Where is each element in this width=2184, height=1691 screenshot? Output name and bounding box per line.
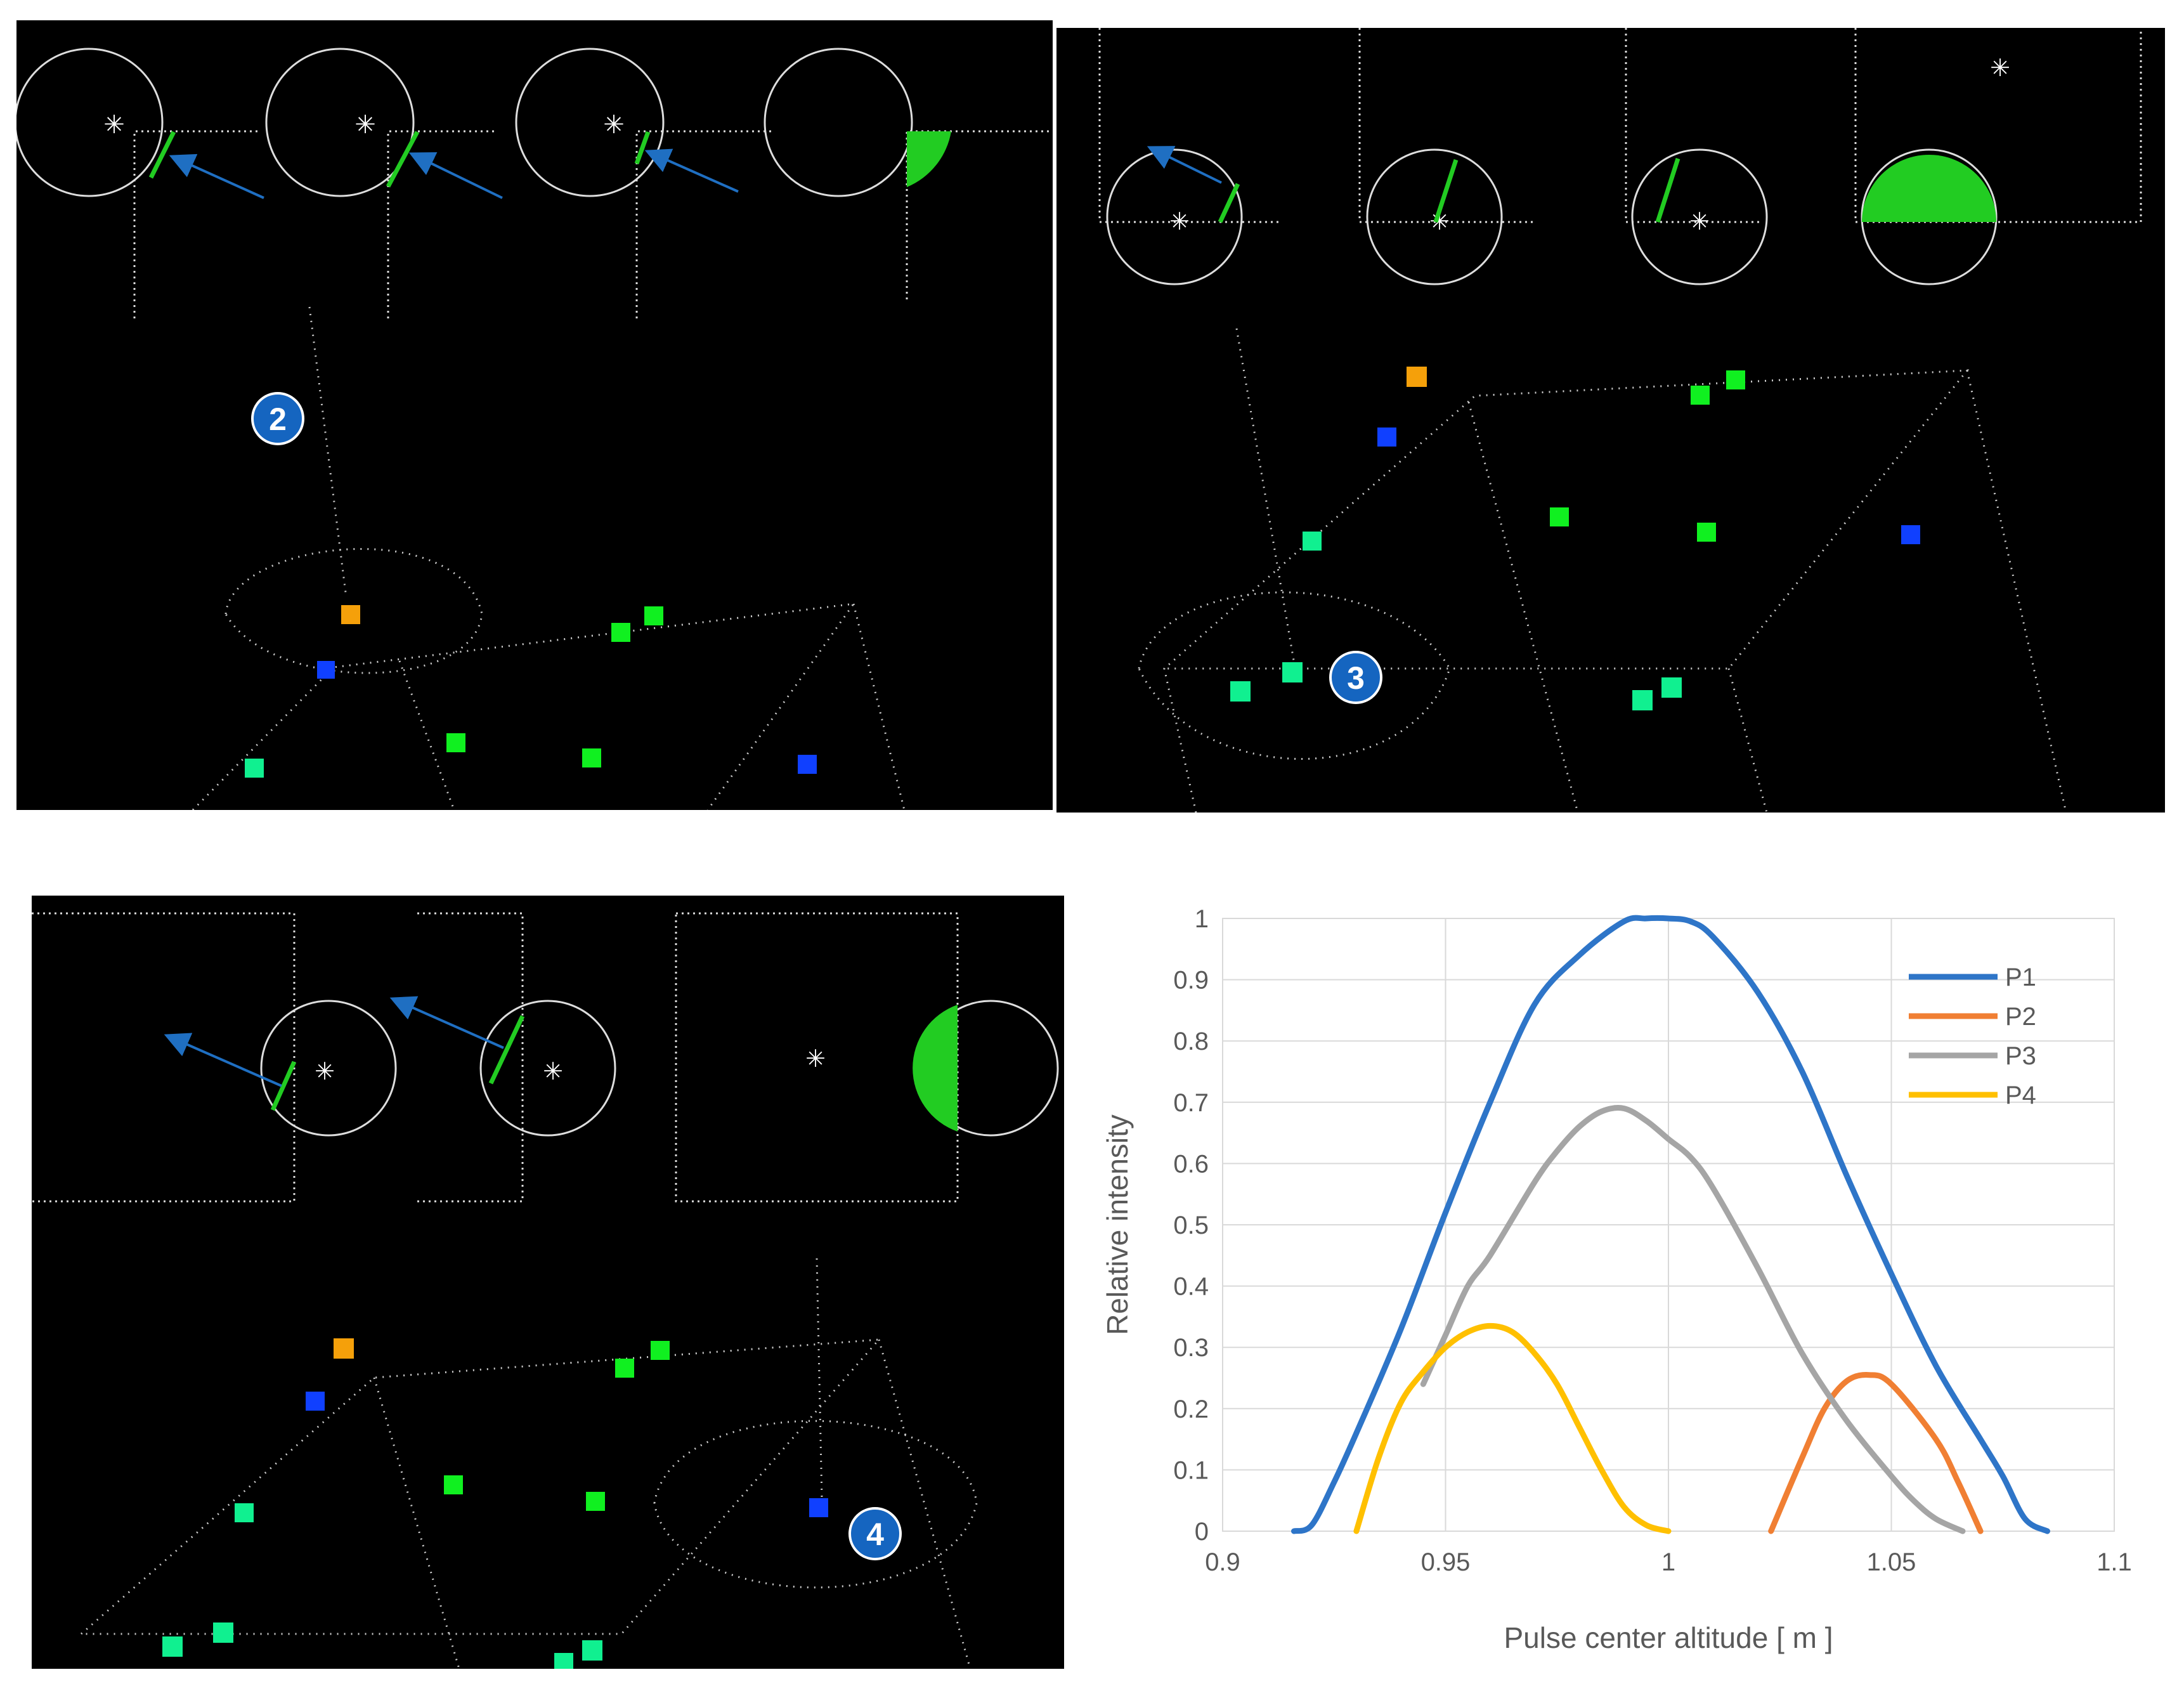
- y-tick-label: 0.7: [1173, 1089, 1209, 1117]
- simulation-panel-step3-drawing: ✳ ✳ ✳✳: [1098, 28, 2142, 813]
- step-badge-2: 2: [251, 392, 304, 445]
- beam-coverage-left-half: [913, 1005, 958, 1132]
- scene-wireframe-step4: [81, 1258, 978, 1669]
- step-badge-2-label: 2: [269, 402, 287, 437]
- step-badge-4: 4: [848, 1507, 902, 1560]
- series-line-p3: [1420, 1105, 1966, 1534]
- simulation-panel-step4: ✳ ✳ ✳: [32, 896, 1064, 1669]
- simulation-panel-step2: ✳ ✳ ✳: [16, 20, 1053, 810]
- star-markers: ✳ ✳ ✳: [103, 111, 625, 139]
- svg-text:✳: ✳: [1169, 209, 1190, 235]
- x-axis-title: Pulse center altitude [ m ]: [1504, 1621, 1833, 1654]
- step-badge-3: 3: [1329, 651, 1382, 704]
- legend-label-p3: P3: [2005, 1042, 2036, 1070]
- beam-coverage-half: [1862, 155, 1996, 222]
- scene-wireframe: [192, 306, 906, 810]
- y-tick-labels: 0 0.1 0.2 0.3 0.4 0.5 0.6 0.7 0.8 0.9 1: [1173, 905, 1209, 1546]
- legend-label-p1: P1: [2005, 963, 2036, 991]
- y-tick-label: 0: [1195, 1518, 1209, 1546]
- y-tick-label: 0.9: [1173, 967, 1209, 995]
- star-markers-step4: ✳ ✳ ✳: [315, 1046, 826, 1085]
- beam-footprints-step4: [270, 1015, 525, 1111]
- y-tick-label: 0.3: [1173, 1334, 1209, 1362]
- beam-footprints-step3: [1218, 157, 1680, 223]
- direction-arrows-step4: [164, 996, 504, 1087]
- inset-views-step4: [32, 912, 1059, 1203]
- simulation-panel-step2-drawing: ✳ ✳ ✳: [16, 48, 1053, 810]
- anchor-markers: [245, 605, 817, 778]
- y-tick-label: 1: [1195, 905, 1209, 933]
- y-tick-label: 0.1: [1173, 1456, 1209, 1484]
- svg-text:✳: ✳: [103, 111, 125, 139]
- y-tick-label: 0.2: [1173, 1395, 1209, 1423]
- direction-arrow-step3: [1147, 146, 1222, 184]
- simulation-panel-step4-drawing: ✳ ✳ ✳: [32, 912, 1059, 1669]
- y-axis-title: Relative intensity: [1101, 1114, 1134, 1335]
- series-lines: [1291, 915, 2050, 1534]
- beam-footprints: [148, 131, 651, 188]
- x-tick-label: 1.1: [2096, 1548, 2132, 1576]
- svg-text:✳: ✳: [603, 111, 625, 139]
- series-line-p2: [1768, 1372, 1984, 1534]
- x-tick-label: 1.05: [1867, 1548, 1916, 1576]
- inset-views-step3: [1098, 28, 2142, 285]
- scene-wireframe-step3: [1138, 328, 2067, 813]
- direction-arrows: [169, 148, 739, 199]
- x-tick-label: 0.95: [1421, 1548, 1471, 1576]
- step-badge-4-label: 4: [866, 1517, 884, 1552]
- legend-label-p2: P2: [2005, 1003, 2036, 1031]
- x-tick-label: 1: [1661, 1548, 1675, 1576]
- y-tick-label: 0.5: [1173, 1211, 1209, 1239]
- y-tick-label: 0.6: [1173, 1150, 1209, 1178]
- y-tick-label: 0.4: [1173, 1273, 1209, 1301]
- x-tick-label: 0.9: [1205, 1548, 1240, 1576]
- series-line-p1: [1291, 915, 2050, 1534]
- beam-coverage-wedge: [907, 131, 951, 187]
- intensity-chart: 0 0.1 0.2 0.3 0.4 0.5 0.6 0.7 0.8 0.9 1 0.9 0.95 1 1.…: [1072, 888, 2162, 1675]
- inset-views-step2: [16, 48, 1053, 318]
- svg-text:✳: ✳: [1990, 55, 2010, 82]
- anchor-markers-step3: [1230, 367, 1920, 710]
- svg-text:✳: ✳: [1689, 209, 1710, 235]
- x-tick-labels: 0.9 0.95 1 1.05 1.1: [1205, 1548, 2132, 1576]
- anchor-markers-step4: [162, 1338, 828, 1669]
- y-tick-label: 0.8: [1173, 1028, 1209, 1055]
- step-badge-3-label: 3: [1347, 660, 1365, 696]
- svg-text:✳: ✳: [543, 1059, 563, 1085]
- legend: P1 P2 P3 P4: [1909, 963, 2036, 1109]
- svg-text:✳: ✳: [354, 111, 376, 139]
- simulation-panel-step3: ✳ ✳ ✳ ✳: [1056, 28, 2165, 813]
- series-line-p4: [1353, 1322, 1672, 1534]
- svg-text:✳: ✳: [805, 1046, 826, 1073]
- svg-text:✳: ✳: [315, 1059, 335, 1085]
- legend-label-p4: P4: [2005, 1081, 2036, 1109]
- intensity-chart-svg: 0 0.1 0.2 0.3 0.4 0.5 0.6 0.7 0.8 0.9 1 0.9 0.95 1 1.…: [1101, 905, 2132, 1654]
